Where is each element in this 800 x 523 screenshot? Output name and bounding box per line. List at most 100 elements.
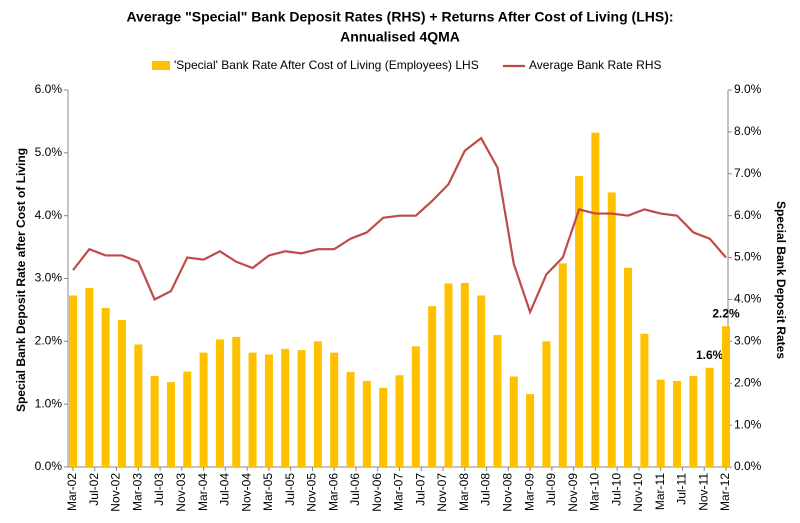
legend-label: 'Special' Bank Rate After Cost of Living… xyxy=(174,58,479,72)
line xyxy=(72,136,727,316)
x-tick-label: Nov-06 xyxy=(370,473,384,512)
bar xyxy=(362,380,371,467)
bar xyxy=(411,346,420,467)
bar xyxy=(591,132,600,467)
x-tick-label: Jul-07 xyxy=(413,473,427,506)
bar xyxy=(689,375,698,467)
y2-tick-label: 5.0% xyxy=(734,250,762,264)
bar xyxy=(477,295,486,467)
bar xyxy=(542,341,551,467)
x-tick-label: Nov-10 xyxy=(631,473,645,512)
bar xyxy=(673,380,682,467)
bar xyxy=(509,376,518,467)
x-tick-label: Jul-08 xyxy=(479,473,493,506)
y2-tick-label: 7.0% xyxy=(734,166,762,180)
bar xyxy=(69,295,77,467)
x-tick-label: Nov-04 xyxy=(239,473,253,512)
x-tick-label: Jul-09 xyxy=(544,473,558,506)
bar xyxy=(117,319,126,467)
bar xyxy=(558,263,567,467)
y-tick-label: 3.0% xyxy=(35,271,63,285)
bar xyxy=(395,375,404,467)
x-tick-label: Mar-09 xyxy=(522,473,536,511)
bar xyxy=(624,267,633,467)
bar xyxy=(166,382,175,467)
x-tick-label: Jul-10 xyxy=(609,473,623,506)
chart-title: Annualised 4QMA xyxy=(340,29,460,45)
bar xyxy=(264,354,273,467)
y-tick-label: 1.0% xyxy=(35,396,63,410)
y2-tick-label: 6.0% xyxy=(734,208,762,222)
x-tick-label: Nov-05 xyxy=(305,473,319,512)
bar xyxy=(428,306,437,467)
x-tick-label: Nov-02 xyxy=(109,473,123,512)
bar xyxy=(444,283,453,467)
x-tick-label: Mar-05 xyxy=(261,473,275,511)
bar xyxy=(379,387,388,467)
bar xyxy=(722,326,730,467)
bar xyxy=(248,352,257,467)
bar xyxy=(101,308,110,467)
bar xyxy=(313,341,322,467)
x-tick-label: Mar-11 xyxy=(653,473,667,510)
bar xyxy=(281,348,290,467)
bar xyxy=(183,371,192,467)
bar xyxy=(215,339,224,467)
bar xyxy=(640,333,649,467)
x-tick-label: Nov-11 xyxy=(696,473,710,511)
x-tick-label: Mar-02 xyxy=(65,473,79,511)
x-tick-label: Jul-06 xyxy=(348,473,362,506)
bar xyxy=(134,344,143,467)
legend-swatch xyxy=(152,61,170,70)
bar xyxy=(607,192,616,467)
bar xyxy=(297,350,306,467)
x-tick-label: Jul-02 xyxy=(87,473,101,506)
y2-tick-label: 9.0% xyxy=(734,82,762,96)
data-label: 1.6% xyxy=(696,348,724,362)
y2-tick-label: 8.0% xyxy=(734,124,762,138)
data-label: 2.2% xyxy=(712,306,740,320)
legend-label: Average Bank Rate RHS xyxy=(529,58,662,72)
bar xyxy=(705,367,714,467)
x-tick-label: Nov-08 xyxy=(501,473,515,512)
chart-title: Average "Special" Bank Deposit Rates (RH… xyxy=(126,9,673,25)
y-tick-label: 0.0% xyxy=(35,459,63,473)
x-tick-label: Jul-03 xyxy=(152,473,166,506)
bar xyxy=(150,375,159,467)
x-tick-label: Mar-12 xyxy=(718,473,732,511)
x-tick-label: Nov-03 xyxy=(174,473,188,512)
y-axis-title: Special Bank Deposit Rate after Cost of … xyxy=(14,148,28,412)
x-tick-label: Jul-05 xyxy=(283,473,297,506)
bar xyxy=(330,352,339,467)
y2-tick-label: 4.0% xyxy=(734,292,762,306)
x-tick-label: Nov-07 xyxy=(435,473,449,512)
x-tick-label: Mar-06 xyxy=(326,473,340,511)
bar xyxy=(493,335,502,467)
x-tick-label: Mar-04 xyxy=(196,473,210,511)
bar xyxy=(232,336,241,467)
y-tick-label: 6.0% xyxy=(35,82,63,96)
y2-axis-title: Special Bank Deposit Rates xyxy=(774,201,788,359)
y2-tick-label: 0.0% xyxy=(734,459,762,473)
x-tick-label: Jul-11 xyxy=(675,473,689,505)
x-tick-label: Mar-03 xyxy=(130,473,144,511)
bar xyxy=(526,394,535,467)
bar xyxy=(575,176,584,467)
bar xyxy=(85,287,94,467)
y-tick-label: 5.0% xyxy=(35,145,63,159)
y2-tick-label: 3.0% xyxy=(734,334,762,348)
x-tick-label: Mar-08 xyxy=(457,473,471,511)
x-tick-label: Mar-10 xyxy=(588,473,602,511)
bar xyxy=(460,282,469,467)
y2-tick-label: 1.0% xyxy=(734,417,762,431)
x-tick-label: Nov-09 xyxy=(566,473,580,512)
y2-tick-label: 2.0% xyxy=(734,375,762,389)
y-tick-label: 2.0% xyxy=(35,334,63,348)
bar xyxy=(346,372,355,467)
bar xyxy=(656,379,665,467)
bar xyxy=(199,352,208,467)
x-tick-label: Mar-07 xyxy=(392,473,406,511)
y-tick-label: 4.0% xyxy=(35,208,63,222)
x-tick-label: Jul-04 xyxy=(218,473,232,506)
